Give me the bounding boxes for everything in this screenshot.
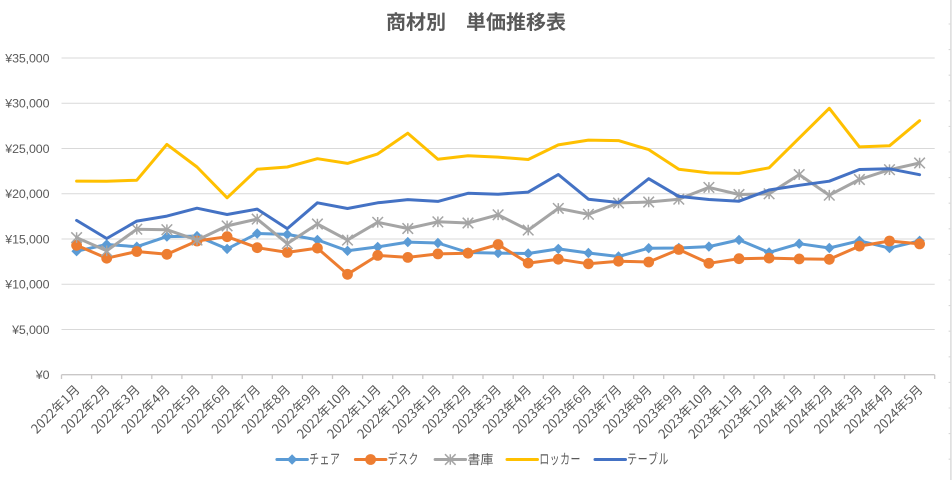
svg-text:¥30,000: ¥30,000 [4, 97, 49, 111]
svg-text:¥35,000: ¥35,000 [4, 51, 49, 65]
svg-text:¥10,000: ¥10,000 [4, 278, 49, 292]
svg-text:¥0: ¥0 [35, 368, 50, 382]
svg-text:¥25,000: ¥25,000 [4, 142, 49, 156]
svg-text:¥5,000: ¥5,000 [11, 323, 50, 337]
svg-text:¥15,000: ¥15,000 [4, 232, 49, 246]
svg-text:¥20,000: ¥20,000 [4, 187, 49, 201]
